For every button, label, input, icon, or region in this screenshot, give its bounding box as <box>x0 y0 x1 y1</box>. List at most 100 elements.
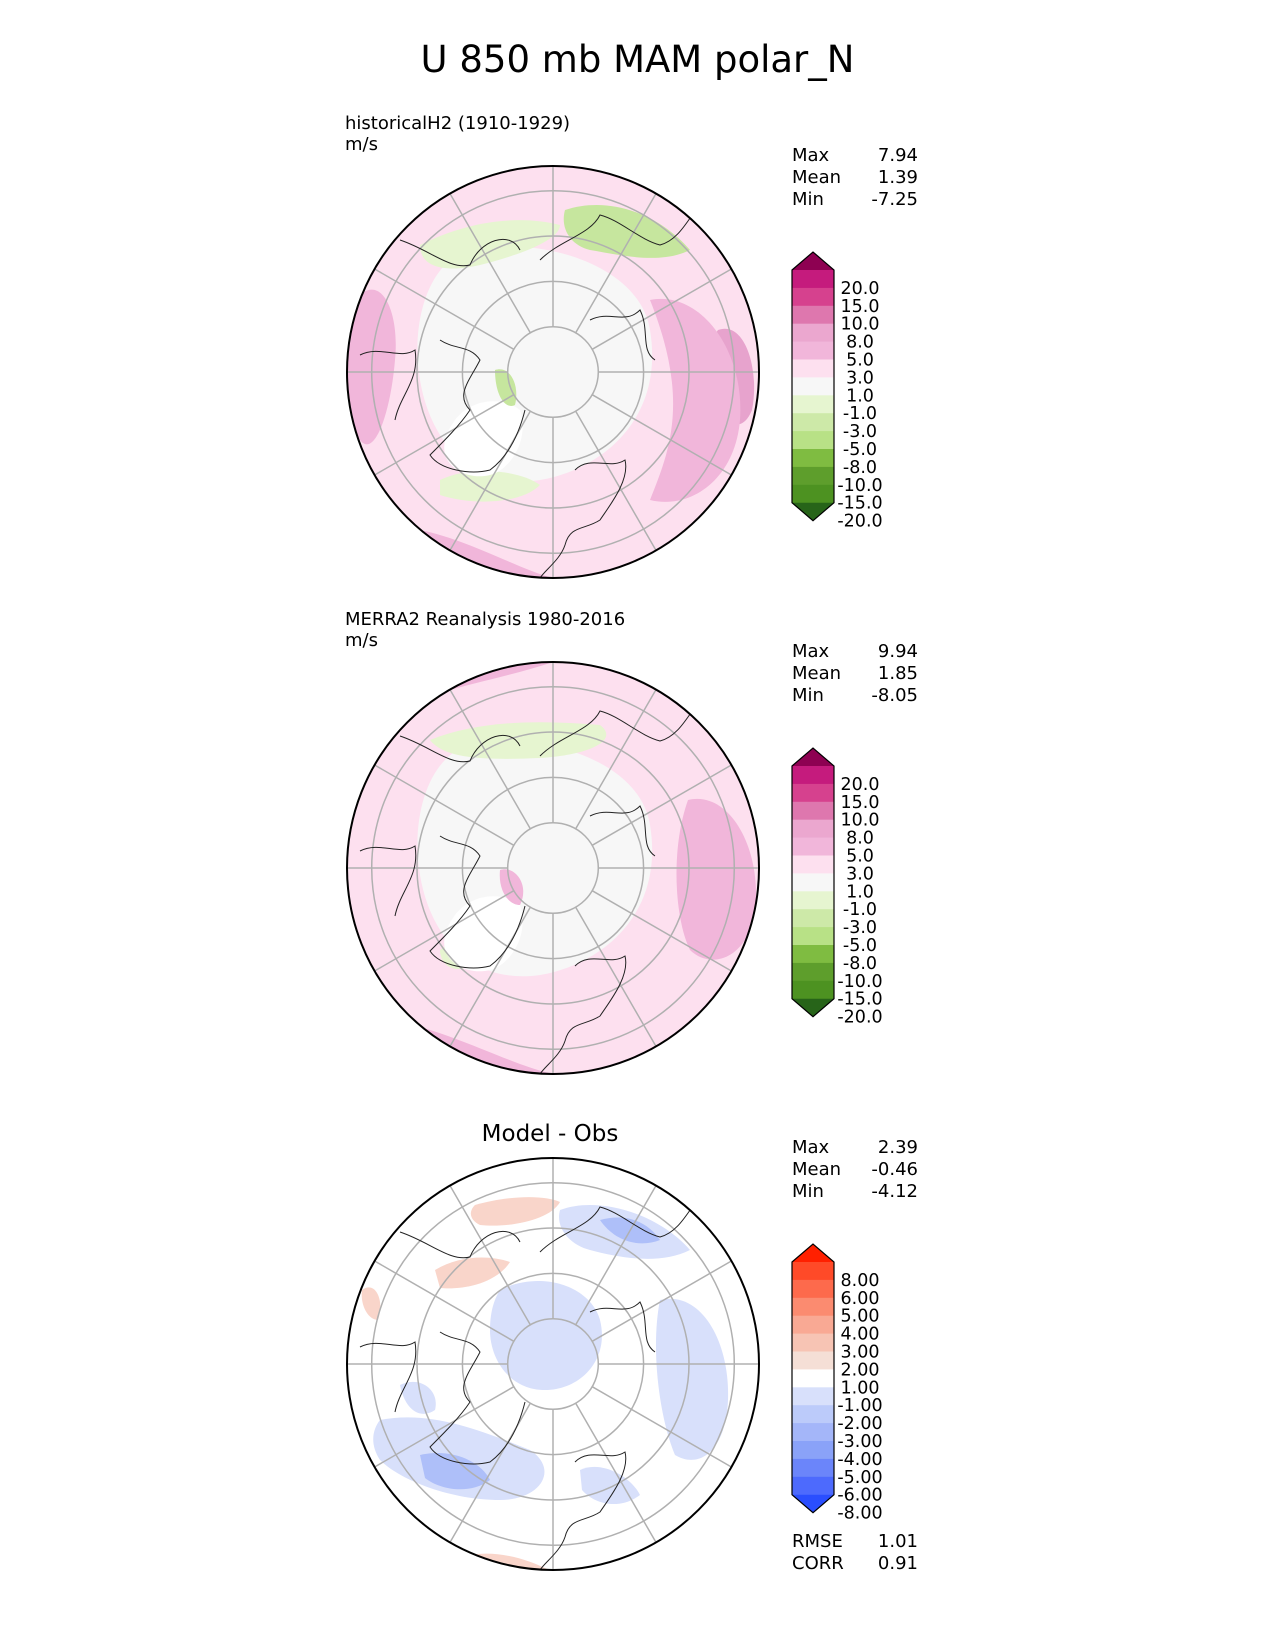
meridian-line <box>591 890 732 972</box>
colorbar-tick-label: -10.0 <box>837 476 882 496</box>
panel-diff: Model - Obs Max 2.39 Mean -0.46 Min -4.12 R… <box>0 0 1275 1574</box>
colorbar-segment <box>792 1458 834 1478</box>
colorbar-tick-label: 4.00 <box>841 1325 880 1345</box>
colorbar-segment <box>792 873 834 892</box>
panel-obs-stats: Max 9.94 Mean 1.85 Min -8.05 <box>792 641 918 707</box>
colorbar-tick-label: -4.00 <box>837 1450 882 1470</box>
metric-label: CORR <box>792 1553 844 1574</box>
colorbar-tick-label: 20.0 <box>841 775 880 795</box>
field-contour <box>435 1257 510 1289</box>
field-contour <box>361 1287 381 1320</box>
coastline <box>539 1196 701 1253</box>
colorbar-tick-label: 8.0 <box>846 333 874 353</box>
colorbar-tick-label: 10.0 <box>841 315 880 335</box>
meridian-line <box>591 394 732 476</box>
stat-label: Mean <box>792 1159 842 1180</box>
colorbar-segment <box>792 927 834 946</box>
colorbar-extend-max <box>792 748 834 766</box>
colorbar-tick-label: -20.0 <box>837 512 882 532</box>
field-contour <box>676 798 756 960</box>
colorbar-outline <box>791 747 835 1018</box>
colorbar-tick-label: 6.00 <box>841 1289 880 1309</box>
colorbar-tick-label: 2.00 <box>841 1360 880 1380</box>
colorbar-outline <box>791 251 835 522</box>
coastline <box>429 339 526 473</box>
colorbar-tick-label: 1.0 <box>846 882 874 902</box>
panel-diff-stats: Max 2.39 Mean -0.46 Min -4.12 <box>792 1137 918 1203</box>
coastline <box>359 349 417 421</box>
panel-diff-title: Model - Obs <box>481 1121 619 1147</box>
coastline <box>539 459 627 578</box>
field-contour <box>490 1281 602 1390</box>
stat-value: -0.46 <box>871 1159 918 1180</box>
panel-model-units: m/s <box>345 134 378 155</box>
colorbar-tick-label: 5.00 <box>841 1307 880 1327</box>
field-contour <box>580 1466 640 1505</box>
colorbar-tick-label: -3.0 <box>843 918 877 938</box>
colorbar-segment <box>792 431 834 450</box>
colorbar-segment <box>792 801 834 821</box>
meridian-line <box>374 764 515 846</box>
colorbar-tick-label: 3.0 <box>846 368 874 388</box>
meridian-line <box>449 689 531 830</box>
field-contour <box>400 1381 436 1414</box>
stat-label: Min <box>792 189 824 210</box>
panel-obs-units: m/s <box>345 630 378 651</box>
polar-map-3 <box>346 1157 760 1571</box>
metric-value: 1.01 <box>877 1531 918 1552</box>
colorbar-3: 8.006.005.004.003.002.001.00-1.00-2.00-3… <box>791 1243 883 1524</box>
coastline <box>359 1341 417 1413</box>
field-contour <box>470 1197 560 1226</box>
colorbar-tick-label: -20.0 <box>837 1008 882 1028</box>
map-boundary <box>346 165 760 579</box>
colorbar-tick-label: -8.0 <box>843 954 877 974</box>
meridian-line <box>374 394 515 476</box>
colorbar-segment <box>792 484 834 504</box>
colorbar-segment <box>792 945 834 964</box>
colorbar-segment <box>792 783 834 803</box>
colorbar-segment <box>792 466 834 486</box>
meridian-line <box>575 1185 657 1326</box>
meridian-line <box>575 689 657 830</box>
colorbar-tick-label: -10.0 <box>837 972 882 992</box>
colorbar-tick-label: -2.00 <box>837 1414 882 1434</box>
field-contour <box>650 298 741 502</box>
colorbar-extend-max <box>792 1244 834 1262</box>
colorbar-segment <box>792 287 834 307</box>
colorbar-tick-label: 3.00 <box>841 1343 880 1363</box>
coastline <box>539 955 627 1074</box>
colorbar-segment <box>792 855 834 874</box>
metric-label: RMSE <box>792 1531 843 1552</box>
colorbar-tick-label: -5.00 <box>837 1468 882 1488</box>
colorbar-segment <box>792 395 834 414</box>
meridian-line <box>575 1402 657 1543</box>
panel-diff-metrics: RMSE 1.01 CORR 0.91 <box>792 1531 918 1575</box>
colorbar-tick-label: 20.0 <box>841 279 880 299</box>
stat-label: Min <box>792 685 824 706</box>
colorbar-segment <box>792 962 834 982</box>
field-contour <box>655 1298 729 1460</box>
coastline <box>359 845 417 917</box>
stat-value: 9.94 <box>877 641 918 662</box>
colorbar-segment <box>792 1423 834 1442</box>
colorbar-extend-min <box>792 502 834 521</box>
colorbar-segment <box>792 377 834 396</box>
colorbar-segment <box>792 1297 834 1317</box>
panel-obs-title-text: MERRA2 Reanalysis 1980-2016 <box>345 609 626 630</box>
colorbar-segment <box>792 1476 834 1496</box>
colorbar-segment <box>792 270 834 289</box>
colorbar-tick-label: 1.00 <box>841 1378 880 1398</box>
colorbar-tick-label: 15.0 <box>841 297 880 317</box>
colorbar-tick-label: 8.00 <box>841 1271 880 1291</box>
meridian-line <box>575 193 657 334</box>
colorbar-segment <box>792 891 834 910</box>
stat-value: 1.85 <box>877 663 918 684</box>
panel-model-title-text: historicalH2 (1910-1929) <box>345 113 571 134</box>
colorbar-extend-min <box>792 998 834 1017</box>
colorbar-tick-label: -8.0 <box>843 458 877 478</box>
coastline <box>589 805 656 857</box>
meridian-line <box>591 764 732 846</box>
colorbar-tick-label: 10.0 <box>841 811 880 831</box>
colorbar-segment <box>792 1262 834 1281</box>
colorbar-outline <box>791 1243 835 1514</box>
